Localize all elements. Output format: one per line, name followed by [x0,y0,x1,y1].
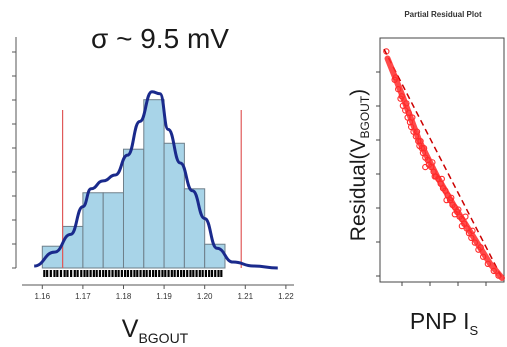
histogram-panel: σ ~ 9.5 mV 1.16 1.17 1.18 1.19 1.20 1.21 1.22 … [12,23,294,346]
scatter-y-ticks [376,71,380,277]
histogram-x-tick-label: 1.18 [116,292,132,301]
histogram-bar [122,148,145,269]
scatter-fit-line [383,48,503,279]
histogram-x-tick-label: 1.17 [75,292,91,301]
scatter-y-label-end: ) [347,89,370,96]
scatter-title: Partial Residual Plot [404,10,482,19]
scatter-points [383,48,502,279]
density-curve [33,90,278,270]
scatter-y-label-sub: BGOUT [358,95,372,138]
scatter-plot-frame [379,37,505,283]
histogram-x-ticks: 1.16 1.17 1.18 1.19 1.20 1.21 1.22 [35,285,294,301]
scatter-y-label: Residual(VBGOUT) [347,89,372,241]
scatter-x-label: PNP IS [410,308,479,338]
histogram-y-ticks [12,51,16,269]
histogram-x-label: VBGOUT [122,315,189,346]
scatter-x-label-sub: S [469,323,478,338]
scatter-y-label-main: Residual(V [347,138,370,241]
histogram-x-tick-label: 1.22 [278,292,294,301]
histogram-x-label-sub: BGOUT [138,330,188,346]
histogram-title: σ ~ 9.5 mV [91,23,229,54]
histogram-bar [102,192,124,269]
histogram-bar [143,99,165,269]
scatter-panel: Partial Residual Plot Residual(VBGOUT) P… [347,10,505,338]
histogram-x-tick-label: 1.20 [197,292,213,301]
scatter-x-label-main: PNP I [410,308,470,334]
histogram-x-label-main: V [122,315,139,343]
scatter-point [422,163,429,171]
histogram-x-tick-label: 1.16 [35,292,51,301]
scatter-x-ticks [401,282,487,286]
rug-marks [43,270,223,277]
scatter-point-band [384,55,505,281]
histogram-x-tick-label: 1.21 [237,292,253,301]
histogram-bar [183,188,206,269]
histogram-x-tick-label: 1.19 [156,292,172,301]
histogram-bars [41,99,226,269]
